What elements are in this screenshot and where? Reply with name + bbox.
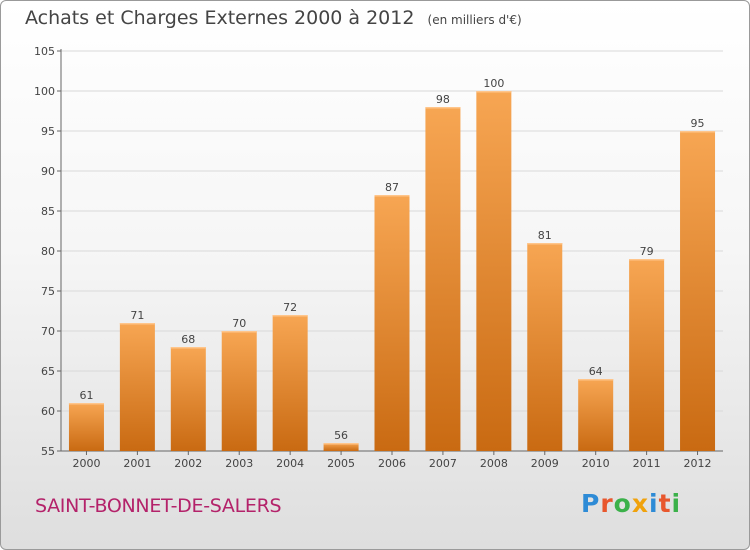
y-tick-label: 55 xyxy=(41,445,55,458)
x-tick-label: 2011 xyxy=(633,457,661,470)
x-tick-label: 2009 xyxy=(531,457,559,470)
proxiti-logo[interactable]: Proxiti xyxy=(581,489,681,518)
bar-2000 xyxy=(68,403,104,451)
bar-2002 xyxy=(170,347,206,451)
y-tick-label: 100 xyxy=(34,85,55,98)
bar-top-edge xyxy=(374,195,410,197)
bar-top-edge xyxy=(272,315,308,317)
data-label: 61 xyxy=(79,389,93,402)
y-tick-label: 75 xyxy=(41,285,55,298)
brand-letter: o xyxy=(613,489,632,518)
x-tick-label: 2000 xyxy=(72,457,100,470)
x-tick-label: 2001 xyxy=(123,457,151,470)
x-tick-label: 2006 xyxy=(378,457,406,470)
data-label: 81 xyxy=(538,229,552,242)
bar-top-edge xyxy=(323,443,359,445)
brand-letter: i xyxy=(649,489,659,518)
data-label: 71 xyxy=(130,309,144,322)
bar-2008 xyxy=(476,91,512,451)
bar-top-edge xyxy=(425,107,461,109)
bar-top-edge xyxy=(578,379,614,381)
y-tick-label: 95 xyxy=(41,125,55,138)
bar-top-edge xyxy=(221,331,257,333)
data-label: 87 xyxy=(385,181,399,194)
bar-top-edge xyxy=(476,91,512,93)
bar-2006 xyxy=(374,195,410,451)
bar-2005 xyxy=(323,443,359,451)
bar-top-edge xyxy=(680,131,716,133)
y-tick-label: 70 xyxy=(41,325,55,338)
x-tick-label: 2008 xyxy=(480,457,508,470)
x-tick-label: 2003 xyxy=(225,457,253,470)
brand-letter: P xyxy=(581,489,601,518)
data-label: 72 xyxy=(283,301,297,314)
bar-2004 xyxy=(272,315,308,451)
x-tick-label: 2005 xyxy=(327,457,355,470)
y-tick-label: 65 xyxy=(41,365,55,378)
data-label: 100 xyxy=(483,77,504,90)
brand-letter: r xyxy=(600,489,614,518)
x-tick-label: 2004 xyxy=(276,457,304,470)
y-tick-label: 60 xyxy=(41,405,55,418)
brand-letter: i xyxy=(671,489,682,518)
bar-2010 xyxy=(578,379,614,451)
x-tick-label: 2012 xyxy=(684,457,712,470)
y-tick-label: 90 xyxy=(41,165,55,178)
labels: 2000 61 2001 71 2002 68 2003 70 2004 72 2005 56 2006… xyxy=(72,77,711,470)
y-tick-label: 85 xyxy=(41,205,55,218)
data-label: 56 xyxy=(334,429,348,442)
bar-2012 xyxy=(680,131,716,451)
x-tick-label: 2007 xyxy=(429,457,457,470)
bar-top-edge xyxy=(68,403,104,405)
bar-top-edge xyxy=(170,347,206,349)
bar-2003 xyxy=(221,331,257,451)
brand-letter: t xyxy=(658,489,672,518)
bar-2011 xyxy=(629,259,665,451)
chart-title: Achats et Charges Externes 2000 à 2012 xyxy=(25,7,415,29)
commune-name: SAINT-BONNET-DE-SALERS xyxy=(35,495,282,517)
chart-header: Achats et Charges Externes 2000 à 2012 (… xyxy=(25,7,522,29)
data-label: 79 xyxy=(640,245,654,258)
bar-2009 xyxy=(527,243,563,451)
data-label: 95 xyxy=(691,117,705,130)
bar-2007 xyxy=(425,107,461,451)
data-label: 64 xyxy=(589,365,603,378)
bar-top-edge xyxy=(527,243,563,245)
bar-top-edge xyxy=(629,259,665,261)
bar-top-edge xyxy=(119,323,155,325)
brand-letter: x xyxy=(631,489,649,518)
bar-2001 xyxy=(119,323,155,451)
data-label: 70 xyxy=(232,317,246,330)
x-tick-label: 2010 xyxy=(582,457,610,470)
data-label: 98 xyxy=(436,93,450,106)
data-label: 68 xyxy=(181,333,195,346)
x-tick-label: 2002 xyxy=(174,457,202,470)
y-tick-label: 105 xyxy=(34,45,55,58)
chart-unit: (en milliers d'€) xyxy=(427,13,522,27)
y-tick-label: 80 xyxy=(41,245,55,258)
bars xyxy=(68,91,716,451)
